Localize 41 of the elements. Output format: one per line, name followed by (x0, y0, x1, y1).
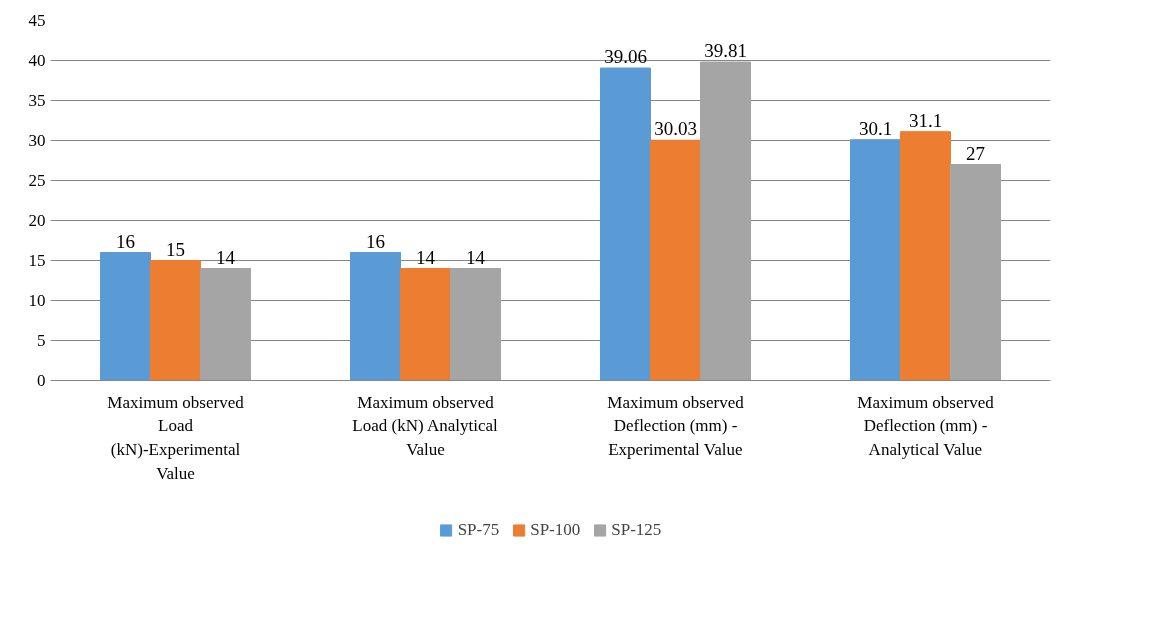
data-label: 30.03 (654, 118, 697, 140)
data-label: 39.06 (604, 46, 647, 68)
bar (450, 268, 501, 381)
y-tick-label: 0 (37, 371, 46, 390)
y-tick-label: 20 (28, 211, 46, 230)
data-label: 31.1 (908, 109, 943, 131)
data-label: 14 (216, 246, 236, 268)
legend-label: SP-75 (457, 520, 500, 540)
y-tick-label: 5 (37, 331, 46, 350)
y-tick-label: 45 (28, 11, 46, 30)
bar (950, 164, 1001, 381)
bar (400, 268, 451, 381)
bar (650, 139, 701, 381)
data-label: 30.1 (858, 117, 893, 139)
data-label: 16 (366, 230, 385, 252)
y-tick-label: 40 (28, 51, 46, 70)
data-label: 14 (416, 246, 436, 268)
bar (850, 139, 901, 381)
y-tick-label: 25 (28, 171, 46, 190)
bar (700, 61, 751, 381)
bar (100, 252, 151, 381)
y-tick-label: 15 (28, 251, 46, 270)
bar (150, 260, 201, 381)
y-tick-label: 30 (28, 131, 46, 150)
data-label: 27 (966, 142, 985, 164)
x-tick-label: Maximum observed Load (kN) Analytical Value (352, 392, 499, 459)
y-tick-label: 35 (28, 91, 46, 110)
bar (600, 67, 651, 381)
bar (350, 252, 401, 381)
bar (200, 268, 251, 381)
legend-label: SP-125 (611, 520, 662, 540)
data-label: 16 (116, 230, 135, 252)
x-tick-label: Maximum observed Load (kN)-Experimental Value (107, 392, 245, 483)
x-tick-label: Maximum observed Deflection (mm) - Analytical Value (857, 392, 995, 459)
legend-label: SP-100 (530, 520, 581, 540)
data-label: 39.81 (704, 40, 747, 62)
bar (900, 131, 951, 381)
data-label: 14 (466, 246, 486, 268)
y-tick-label: 10 (28, 291, 46, 310)
data-label: 15 (166, 238, 185, 260)
x-tick-label: Maximum observed Deflection (mm) - Experimental Value (607, 392, 745, 459)
